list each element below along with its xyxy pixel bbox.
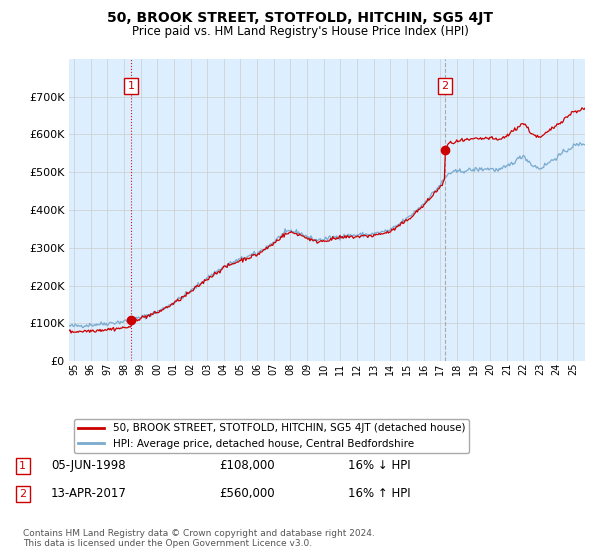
Text: 13-APR-2017: 13-APR-2017 [51,487,127,501]
Text: 2: 2 [441,81,448,91]
Text: Price paid vs. HM Land Registry's House Price Index (HPI): Price paid vs. HM Land Registry's House … [131,25,469,38]
Text: 1: 1 [19,461,26,471]
Text: £108,000: £108,000 [219,459,275,473]
Legend: 50, BROOK STREET, STOTFOLD, HITCHIN, SG5 4JT (detached house), HPI: Average pric: 50, BROOK STREET, STOTFOLD, HITCHIN, SG5… [74,419,469,453]
Text: £560,000: £560,000 [219,487,275,501]
Text: 05-JUN-1998: 05-JUN-1998 [51,459,125,473]
Text: 16% ↑ HPI: 16% ↑ HPI [348,487,410,501]
Text: 2: 2 [19,489,26,499]
Text: Contains HM Land Registry data © Crown copyright and database right 2024.
This d: Contains HM Land Registry data © Crown c… [23,529,374,548]
Text: 50, BROOK STREET, STOTFOLD, HITCHIN, SG5 4JT: 50, BROOK STREET, STOTFOLD, HITCHIN, SG5… [107,11,493,25]
Text: 16% ↓ HPI: 16% ↓ HPI [348,459,410,473]
Text: 1: 1 [128,81,134,91]
